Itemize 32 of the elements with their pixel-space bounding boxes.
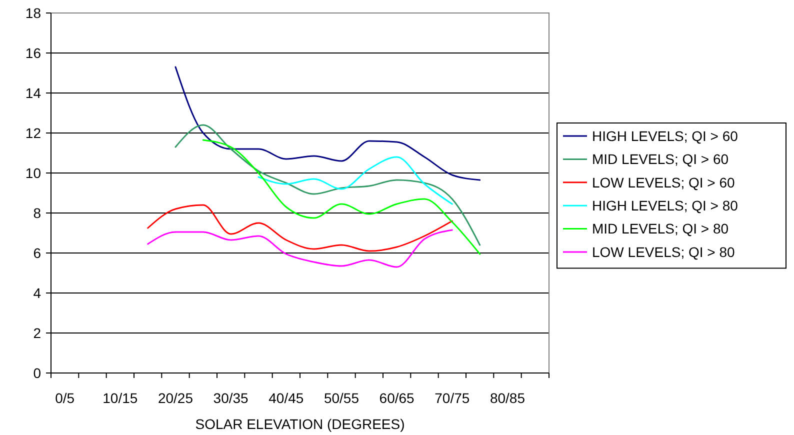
line-series — [147, 204, 453, 252]
x-tick-label: 40/45 — [268, 390, 304, 406]
y-tick-label: 6 — [33, 244, 42, 261]
y-tick-label: 8 — [33, 204, 42, 221]
x-tick-label: 70/75 — [434, 390, 470, 406]
y-tick-label: 10 — [25, 164, 42, 181]
y-tick-label: 14 — [25, 84, 42, 101]
legend-label: MID LEVELS; QI > 60 — [592, 151, 729, 168]
line-series — [147, 229, 453, 268]
x-tick-label: 0/5 — [55, 390, 75, 406]
y-tick-label: 0 — [33, 364, 42, 381]
x-tick-label: 30/35 — [213, 390, 249, 406]
x-tick-label: 80/85 — [490, 390, 526, 406]
y-tick-label: 2 — [33, 324, 42, 341]
x-tick-label: 20/25 — [158, 390, 194, 406]
x-axis-title: SOLAR ELEVATION (DEGREES) — [195, 416, 405, 432]
y-tick-label: 16 — [25, 44, 42, 61]
line-series — [174, 66, 481, 181]
legend-label: HIGH LEVELS; QI > 80 — [592, 198, 738, 214]
y-tick-label: 12 — [25, 124, 42, 141]
legend-label: MID LEVELS; QI > 80 — [592, 220, 729, 237]
x-tick-label: 60/65 — [379, 390, 415, 406]
x-tick-label: 50/55 — [324, 390, 360, 406]
y-tick-label: 4 — [33, 284, 42, 301]
y-tick-label: 18 — [25, 4, 42, 21]
line-series — [174, 124, 481, 246]
line-series — [202, 139, 481, 255]
legend-label: LOW LEVELS; QI > 60 — [592, 174, 736, 190]
x-tick-label: 10/15 — [102, 390, 138, 406]
legend-label: LOW LEVELS; QI > 80 — [592, 244, 736, 260]
legend-label: HIGH LEVELS; QI > 60 — [592, 128, 738, 144]
line-series — [258, 156, 453, 205]
